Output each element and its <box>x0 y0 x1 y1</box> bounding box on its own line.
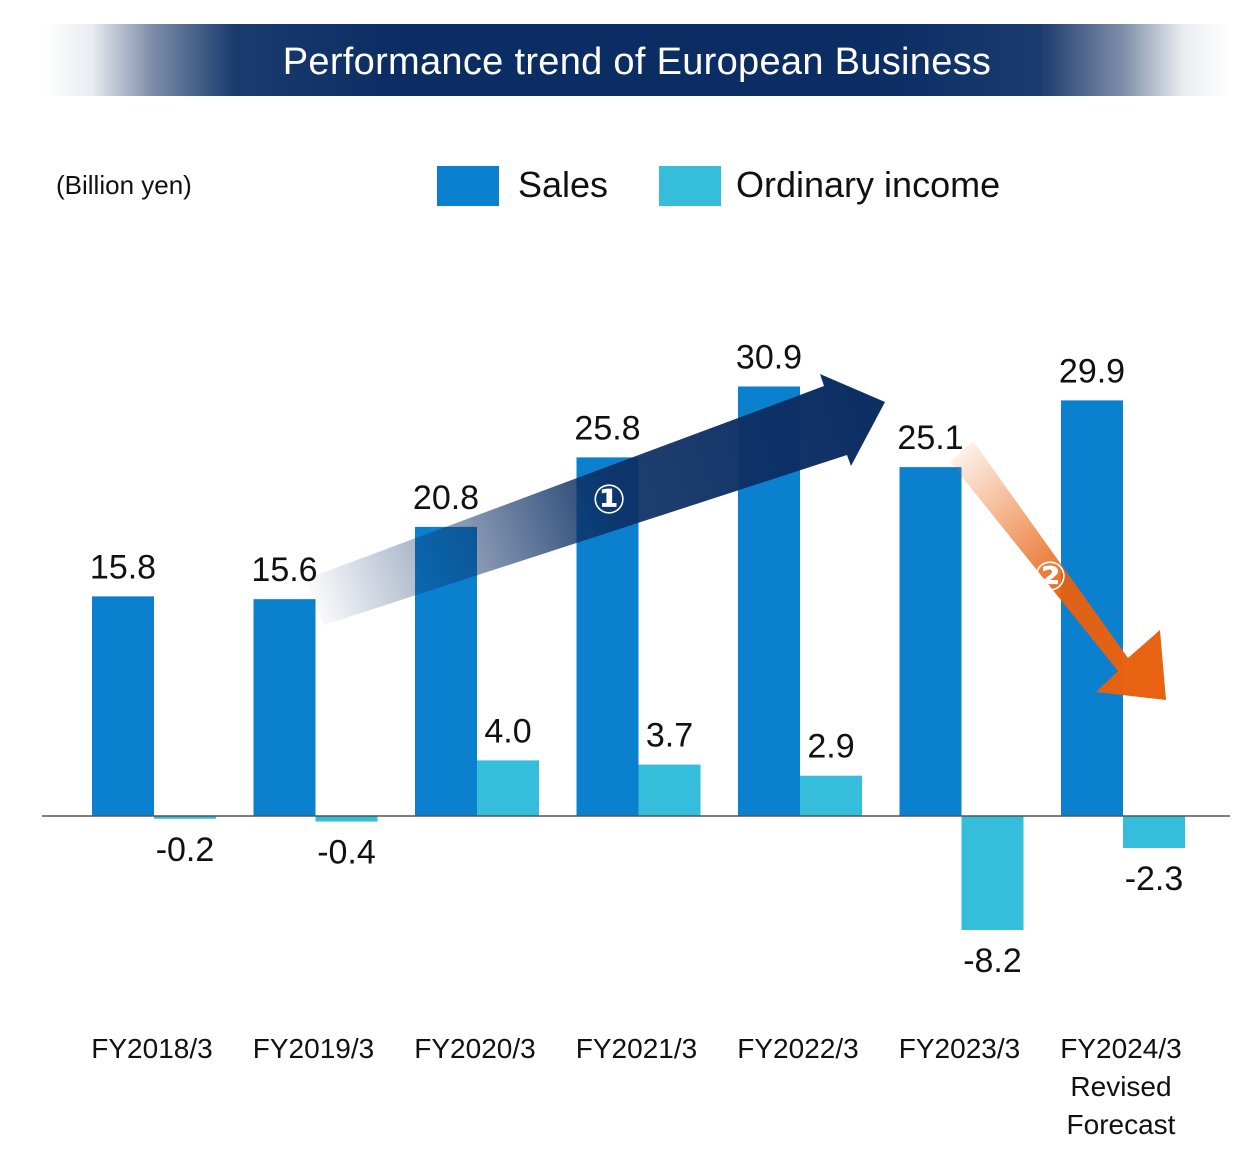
data-label-sales-6: 29.9 <box>1059 352 1125 390</box>
bar-income-2 <box>477 760 539 816</box>
data-label-sales-1: 15.6 <box>251 551 317 589</box>
category-label-4: FY2022/3 <box>737 1033 858 1064</box>
legend-label-ordinary-income: Ordinary income <box>736 164 1001 205</box>
category-label-2: FY2020/3 <box>414 1033 535 1064</box>
data-label-sales-0: 15.8 <box>90 548 156 586</box>
data-label-income-0: -0.2 <box>156 831 215 869</box>
unit-label: (Billion yen) <box>56 170 192 200</box>
category-label-5: FY2023/3 <box>899 1033 1020 1064</box>
category-label-6: FY2024/3 <box>1060 1033 1181 1064</box>
chart-title: Performance trend of European Business <box>282 41 992 83</box>
trend-arrow-down <box>950 441 1166 700</box>
bar-income-0 <box>154 816 216 819</box>
data-label-income-5: -8.2 <box>963 942 1022 980</box>
bar-income-6 <box>1123 816 1185 848</box>
category-label-0: FY2018/3 <box>91 1033 212 1064</box>
bar-sales-5 <box>899 467 962 816</box>
legend-label-sales: Sales <box>518 164 609 205</box>
data-label-income-1: -0.4 <box>317 834 376 872</box>
category-label-3: FY2021/3 <box>576 1033 697 1064</box>
data-label-income-3: 3.7 <box>646 717 693 755</box>
data-label-income-4: 2.9 <box>807 728 854 766</box>
bar-income-4 <box>800 775 862 816</box>
legend-swatch-sales <box>437 166 499 206</box>
data-label-sales-4: 30.9 <box>736 338 802 376</box>
legend-swatch-ordinary-income <box>659 166 721 206</box>
data-label-sales-5: 25.1 <box>897 419 963 457</box>
bar-sales-1 <box>253 599 316 816</box>
bar-sales-0 <box>92 596 154 816</box>
category-label-6-line-1: Revised <box>1070 1071 1171 1102</box>
category-label-1: FY2019/3 <box>253 1033 374 1064</box>
annotation-2: ② <box>1033 555 1067 599</box>
data-label-sales-2: 20.8 <box>413 479 479 517</box>
data-label-income-6: -2.3 <box>1125 860 1184 898</box>
data-label-income-2: 4.0 <box>484 712 531 750</box>
bar-income-3 <box>638 764 701 816</box>
chart-title-banner: Performance trend of European Business <box>44 24 1230 96</box>
annotation-1: ① <box>592 478 626 522</box>
bar-income-1 <box>315 816 378 822</box>
category-label-6-line-2: Forecast <box>1067 1109 1176 1140</box>
trend-arrow-up <box>306 374 885 625</box>
bar-income-5 <box>961 816 1024 930</box>
data-label-sales-3: 25.8 <box>574 409 640 447</box>
